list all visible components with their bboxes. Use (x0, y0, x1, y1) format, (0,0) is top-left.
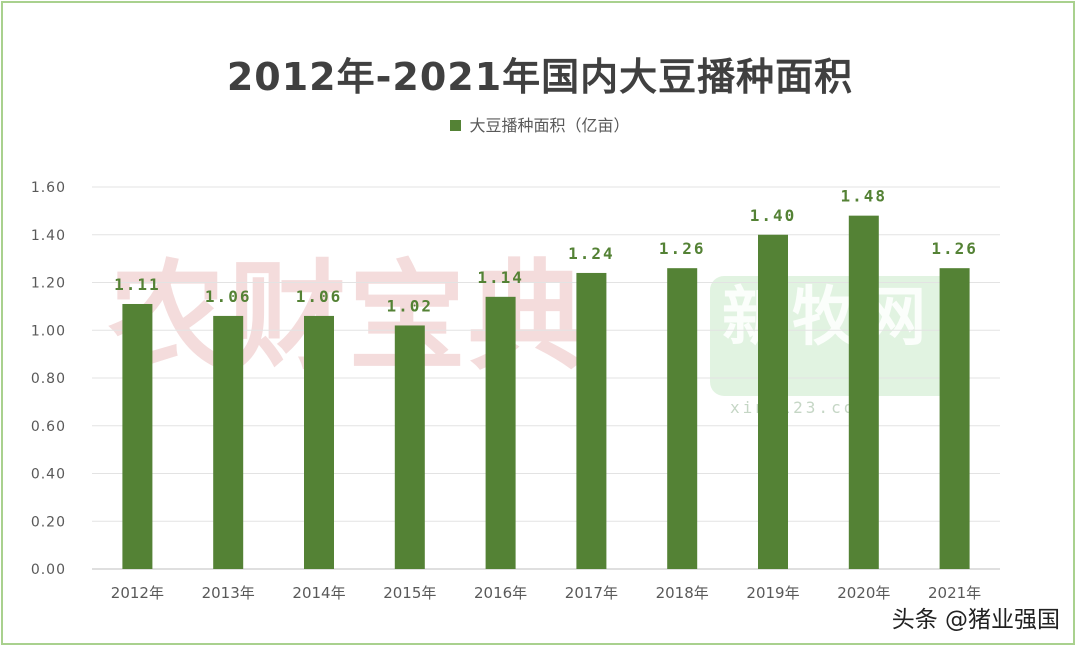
x-tick-label: 2014年 (292, 584, 345, 602)
legend: 大豆播种面积（亿亩） (0, 112, 1080, 136)
data-label: 1.48 (841, 187, 888, 206)
y-tick-label: 0.40 (31, 467, 66, 483)
y-tick-label: 0.00 (31, 562, 66, 578)
bar (122, 303, 153, 569)
x-tick-label: 2017年 (565, 584, 618, 602)
watermark-xinmu-box (710, 276, 956, 396)
legend-label: 大豆播种面积（亿亩） (469, 116, 630, 135)
bar (485, 296, 516, 569)
bar (394, 325, 425, 569)
footer-watermark: 头条 @猪业强国 (891, 607, 1060, 633)
bar (304, 315, 334, 569)
bar (848, 215, 879, 569)
x-tick-label: 2013年 (202, 584, 255, 602)
y-tick-label: 1.20 (31, 276, 66, 292)
data-label: 1.26 (659, 239, 706, 258)
x-tick-label: 2018年 (656, 584, 709, 602)
bar (576, 272, 607, 569)
x-tick-label: 2012年 (111, 584, 164, 602)
y-tick-label: 1.40 (31, 228, 66, 244)
data-label: 1.40 (750, 206, 797, 225)
chart-title: 2012年-2021年国内大豆播种面积 (226, 55, 854, 99)
bar (939, 268, 970, 569)
data-label: 1.06 (205, 287, 252, 306)
y-tick-label: 1.00 (31, 323, 66, 339)
x-tick-label: 2020年 (837, 584, 890, 602)
data-label: 1.24 (568, 244, 615, 263)
x-tick-label: 2016年 (474, 584, 527, 602)
legend-swatch (450, 120, 462, 131)
y-tick-label: 1.60 (31, 180, 66, 196)
watermark-xinmu: 新牧网 (722, 281, 932, 355)
data-label: 1.14 (477, 268, 524, 287)
bar (213, 315, 244, 569)
data-label: 1.26 (931, 239, 978, 258)
data-label: 1.06 (296, 287, 343, 306)
data-label: 1.02 (387, 296, 434, 315)
bar (667, 268, 698, 569)
x-tick-label: 2015年 (383, 584, 436, 602)
y-tick-label: 0.20 (31, 514, 66, 530)
x-tick-label: 2019年 (746, 584, 799, 602)
x-tick-label: 2021年 (928, 584, 981, 602)
y-tick-label: 0.60 (31, 419, 66, 435)
bar (758, 234, 788, 569)
data-label: 1.11 (114, 275, 161, 294)
y-tick-label: 0.80 (31, 371, 66, 387)
